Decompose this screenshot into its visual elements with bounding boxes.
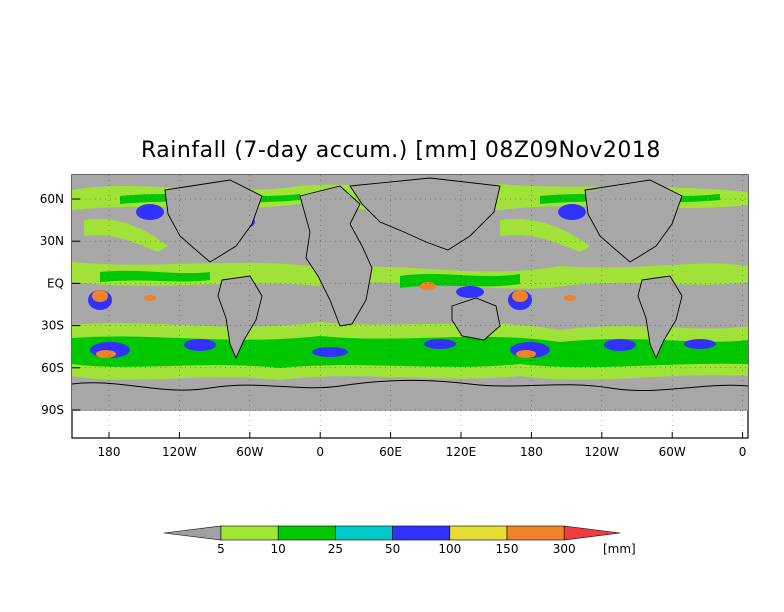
longitude-label: 60W [659,445,686,459]
colorbar-level-label: 300 [553,542,576,556]
colorbar-swatch [220,525,279,541]
colorbar-level-label: 10 [271,542,286,556]
colorbar-level-label: 100 [438,542,461,556]
colorbar-level-label: 25 [328,542,343,556]
colorbar-unit: [mm] [603,542,636,556]
latitude-label: 60S [41,361,64,375]
colorbar-swatch [277,525,336,541]
colorbar-swatch [449,525,508,541]
longitude-label: 0 [739,445,747,459]
latitude-label: 30N [40,234,64,248]
antarctica-coastline [72,379,748,391]
longitude-label: 120E [446,445,477,459]
latitude-label: 30S [41,319,64,333]
colorbar-level-label: 5 [217,542,225,556]
longitude-label: 180 [98,445,121,459]
longitude-axis: 180 120W 60W 0 60E 120E 180 120W 60W 0 [98,175,747,459]
colorbar-swatch [506,525,565,541]
latitude-label: 90S [41,403,64,417]
colorbar-level-label: 150 [496,542,519,556]
latitude-label: 60N [40,192,64,206]
colorbar-swatch [392,525,451,541]
continents [164,177,683,360]
colorbar-level-label: 50 [385,542,400,556]
rain-extreme-patches [92,282,576,358]
longitude-label: 0 [316,445,324,459]
map-title-text: Rainfall (7-day accum.) [mm] 08Z09Nov201… [141,138,661,163]
latitude-axis: 60N 30N EQ 30S 60S 90S [40,192,748,417]
longitude-label: 60E [379,445,402,459]
colorbar-swatch [335,525,393,541]
colorbar: 5 10 25 50 100 150 300 [163,525,621,556]
colorbar-low-triangle [163,525,222,541]
longitude-label: 180 [520,445,543,459]
longitude-label: 120W [584,445,619,459]
longitude-label: 60W [236,445,263,459]
longitude-label: 120W [162,445,197,459]
latitude-label: EQ [47,276,64,290]
colorbar-high-triangle [563,525,621,541]
